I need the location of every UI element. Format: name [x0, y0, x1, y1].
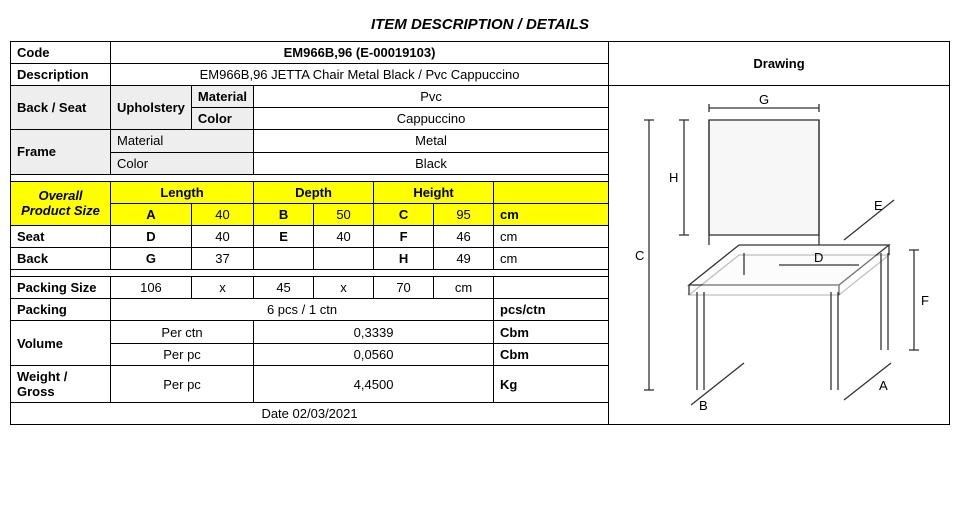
- label-description: Description: [11, 64, 111, 86]
- pack-l: 106: [111, 277, 192, 299]
- dim-e: 40: [314, 226, 374, 248]
- value-bs-color: Cappuccino: [254, 108, 609, 130]
- vol-unit-1: Cbm: [494, 321, 609, 344]
- dim-col-e: E: [254, 226, 314, 248]
- dim-c: 95: [434, 204, 494, 226]
- dim-unit-2: cm: [494, 226, 609, 248]
- dim-letter-g: G: [759, 92, 769, 107]
- label-date: Date: [261, 406, 288, 421]
- dim-col-d: D: [111, 226, 192, 248]
- label-vol-perctn: Per ctn: [111, 321, 254, 344]
- label-drawing: Drawing: [609, 42, 950, 86]
- label-bs-color: Color: [191, 108, 253, 130]
- dim-a: 40: [191, 204, 253, 226]
- dim-col-g: G: [111, 248, 192, 270]
- pack-w: 45: [254, 277, 314, 299]
- value-code: EM966B,96 (E-00019103): [111, 42, 609, 64]
- label-frame: Frame: [11, 130, 111, 175]
- label-code: Code: [11, 42, 111, 64]
- label-weight: Weight / Gross: [11, 366, 111, 403]
- pack-x1: x: [191, 277, 253, 299]
- label-frame-material: Material: [111, 130, 254, 153]
- dim-col-b: B: [254, 204, 314, 226]
- dim-f: 46: [434, 226, 494, 248]
- row-date: Date 02/03/2021: [11, 403, 609, 425]
- label-bs-material: Material: [191, 86, 253, 108]
- dim-letter-d: D: [814, 250, 823, 265]
- label-back-seat: Back / Seat: [11, 86, 111, 130]
- vol-unit-2: Cbm: [494, 344, 609, 366]
- vol-ctn: 0,3339: [254, 321, 494, 344]
- label-packing: Packing: [11, 299, 111, 321]
- dim-col-c: C: [374, 204, 434, 226]
- value-packing: 6 pcs / 1 ctn: [111, 299, 494, 321]
- dim-d: 40: [191, 226, 253, 248]
- value-date: 02/03/2021: [293, 406, 358, 421]
- dim-h: 49: [434, 248, 494, 270]
- label-seat: Seat: [11, 226, 111, 248]
- value-frame-material: Metal: [254, 130, 609, 153]
- dim-unit-3: cm: [494, 248, 609, 270]
- chair-drawing: G H C E D F A B: [629, 90, 929, 420]
- label-overall-size: Overall Product Size: [11, 181, 111, 226]
- label-weight-perpc: Per pc: [111, 366, 254, 403]
- weight-pc: 4,4500: [254, 366, 494, 403]
- dim-b: 50: [314, 204, 374, 226]
- label-packing-size: Packing Size: [11, 277, 111, 299]
- dim-letter-b: B: [699, 398, 708, 413]
- value-description: EM966B,96 JETTA Chair Metal Black / Pvc …: [111, 64, 609, 86]
- label-vol-perpc: Per pc: [111, 344, 254, 366]
- dim-g: 37: [191, 248, 253, 270]
- dim-col-a: A: [111, 204, 192, 226]
- dim-unit-1: cm: [494, 204, 609, 226]
- unit-packing: pcs/ctn: [494, 299, 609, 321]
- pack-x2: x: [314, 277, 374, 299]
- label-frame-color: Color: [111, 152, 254, 174]
- page-title: ITEM DESCRIPTION / DETAILS: [10, 16, 950, 33]
- dim-letter-e: E: [874, 198, 883, 213]
- dim-letter-a: A: [879, 378, 888, 393]
- dim-col-f: F: [374, 226, 434, 248]
- label-height: Height: [374, 181, 494, 204]
- dim-letter-f: F: [921, 293, 929, 308]
- weight-unit: Kg: [494, 366, 609, 403]
- dim-letter-h: H: [669, 170, 678, 185]
- vol-pc: 0,0560: [254, 344, 494, 366]
- label-depth: Depth: [254, 181, 374, 204]
- pack-h: 70: [374, 277, 434, 299]
- drawing-cell: G H C E D F A B: [609, 86, 950, 425]
- dim-col-h: H: [374, 248, 434, 270]
- value-bs-material: Pvc: [254, 86, 609, 108]
- pack-unit: cm: [434, 277, 494, 299]
- label-back: Back: [11, 248, 111, 270]
- label-length: Length: [111, 181, 254, 204]
- label-upholstery: Upholstery: [111, 86, 192, 130]
- value-frame-color: Black: [254, 152, 609, 174]
- spec-table: Code EM966B,96 (E-00019103) Drawing Desc…: [10, 41, 950, 425]
- dim-letter-c: C: [635, 248, 644, 263]
- label-volume: Volume: [11, 321, 111, 366]
